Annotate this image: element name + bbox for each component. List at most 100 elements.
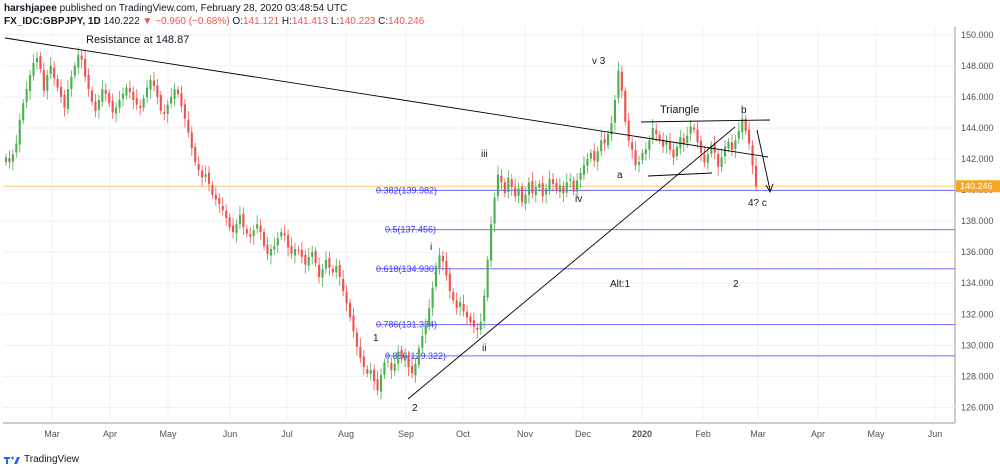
candle-body [641, 152, 644, 161]
candle-body [238, 214, 242, 225]
y-tick-label: 126.000 [961, 402, 994, 412]
candle-body [493, 197, 496, 224]
chart-annotation: i [430, 242, 432, 253]
candle-body [627, 120, 630, 141]
x-tick-label: Jun [223, 429, 238, 439]
candle-body [35, 58, 39, 63]
last-price-tag [956, 180, 1000, 193]
candle-body [194, 146, 197, 163]
candle-body [49, 65, 52, 74]
chart-annotation: a [617, 170, 623, 181]
tradingview-logo-icon [4, 456, 20, 464]
candle-body [15, 143, 18, 153]
candle-body [331, 268, 334, 273]
y-tick-label: 132.000 [961, 309, 994, 319]
candle-body [307, 256, 310, 266]
candle-body [163, 112, 166, 114]
candle-body [744, 118, 747, 132]
candle-body [94, 101, 97, 111]
candle-body [359, 346, 362, 358]
candle-body [586, 159, 589, 166]
candle-body [321, 269, 324, 278]
candle-body [658, 134, 661, 141]
candle-body [465, 311, 469, 318]
candle-body [56, 78, 59, 88]
tradingview-brand[interactable]: TradingView [24, 454, 80, 465]
candle-body [128, 88, 131, 93]
candle-body [397, 351, 400, 364]
candle-body [476, 327, 479, 330]
candle-body [156, 85, 159, 97]
candle-body [662, 139, 665, 147]
candle-body [734, 140, 737, 150]
candle-body [579, 172, 582, 180]
candle-body [558, 185, 561, 192]
publisher-name[interactable]: harshjapee [4, 3, 57, 14]
candle-body [314, 250, 317, 264]
y-tick-label: 136.000 [961, 247, 994, 257]
chart-annotation: iii [481, 149, 488, 160]
chart-annotation: 2 [412, 403, 418, 414]
candle-body [32, 62, 35, 76]
low-value: 140.223 [339, 16, 376, 27]
x-tick-label: May [867, 429, 885, 439]
resistance-trendline [4, 37, 769, 158]
close-value: 140.246 [388, 16, 425, 27]
candle-body [63, 95, 66, 108]
candle-body [496, 174, 500, 196]
candle-body [414, 363, 417, 376]
x-tick-label: 2020 [632, 429, 652, 439]
candle-body [400, 349, 403, 360]
candle-body [541, 183, 544, 197]
x-tick-label: Feb [695, 429, 711, 439]
candle-body [713, 143, 716, 153]
candle-body [551, 179, 555, 184]
x-tick-label: May [159, 429, 177, 439]
candle-body [59, 86, 63, 97]
last-price-tag-label: 140.246 [960, 181, 993, 191]
candle-body [472, 320, 475, 327]
chart-annotation: Alt:1 [610, 279, 630, 290]
candle-body [613, 99, 617, 123]
chart-footer: TradingView [4, 454, 79, 465]
candle-body [280, 231, 283, 237]
candle-body [434, 266, 438, 287]
candle-body [710, 145, 713, 154]
candle-body [686, 135, 689, 143]
candle-body [176, 89, 180, 94]
candle-body [311, 252, 314, 257]
candle-body [166, 104, 169, 114]
x-tick-label: Jul [281, 429, 293, 439]
low-label: L: [330, 16, 340, 27]
symbol-label: FX_IDC:GBPJPY, 1D [4, 16, 101, 27]
candle-body [170, 96, 173, 104]
candle-body [25, 89, 28, 102]
candle-body [417, 348, 420, 365]
candle-body [703, 154, 706, 163]
candle-body [606, 134, 610, 146]
candle-body [152, 80, 156, 87]
candle-body [276, 238, 279, 246]
chart-annotation: iv [575, 194, 582, 205]
candle-body [29, 75, 32, 91]
candle-body [190, 132, 193, 149]
candle-body [125, 87, 128, 96]
candle-body [318, 264, 321, 278]
candle-body [741, 118, 744, 133]
fib-level-label: 0.382(139.982) [376, 185, 437, 195]
candle-body [22, 103, 25, 121]
chart-header: harshjapee published on TradingView.com,… [4, 2, 424, 28]
candle-body [520, 186, 524, 203]
y-tick-label: 150.000 [961, 30, 994, 40]
chart-annotation: 2 [733, 279, 739, 290]
close-label: C: [378, 16, 389, 27]
candle-body [462, 303, 465, 312]
candle-body [538, 183, 541, 188]
high-label: H: [281, 16, 292, 27]
candle-body [304, 254, 307, 265]
y-tick-label: 144.000 [961, 123, 994, 133]
candle-body [87, 74, 90, 90]
candle-body [730, 142, 733, 150]
x-tick-label: Dec [575, 429, 592, 439]
